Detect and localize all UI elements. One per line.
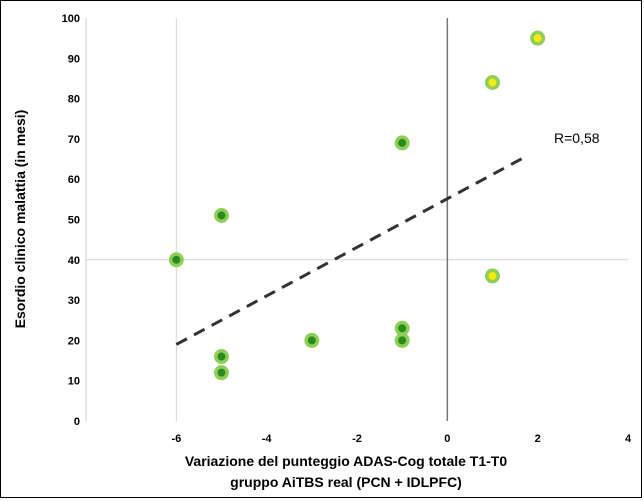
data-point-core	[217, 211, 226, 220]
data-point	[394, 332, 410, 348]
y-tick-label: 70	[68, 134, 80, 146]
data-point	[304, 332, 320, 348]
y-tick-label: 20	[68, 335, 80, 347]
data-point	[485, 74, 500, 90]
axes	[85, 18, 449, 421]
x-tick-label: -2	[352, 433, 362, 445]
x-tick-label: -6	[171, 433, 181, 445]
y-tick-labels: 0 10 20 30 40 50 60 70 80 90 100	[62, 13, 80, 428]
x-tick-label: 0	[444, 433, 450, 445]
correlation-annotation: R=0,58	[554, 130, 600, 146]
trend-line	[175, 153, 530, 346]
data-point	[214, 349, 229, 365]
y-tick-label: 50	[68, 215, 80, 227]
data-point-core	[398, 138, 407, 147]
y-tick-label: 30	[68, 295, 80, 307]
data-point-core	[172, 255, 181, 264]
data-point	[214, 207, 229, 223]
x-tick-label: 2	[535, 433, 541, 445]
y-tick-label: 0	[74, 416, 80, 428]
x-axis-title-line2: gruppo AiTBS real (PCN + IDLPFC)	[230, 474, 462, 490]
data-point-core	[488, 78, 497, 87]
y-tick-label: 40	[68, 255, 80, 267]
data-point	[394, 320, 410, 336]
data-point	[168, 252, 184, 268]
x-axis-title-line1: Variazione del punteggio ADAS-Cog totale…	[185, 453, 507, 469]
x-tick-label: -4	[262, 433, 273, 445]
data-point	[214, 365, 229, 381]
data-point-core	[398, 336, 407, 345]
x-tick-label: 4	[625, 433, 632, 445]
y-tick-label: 80	[68, 94, 80, 106]
data-point-core	[488, 271, 497, 280]
y-tick-label: 100	[62, 13, 80, 25]
data-point	[485, 268, 500, 284]
y-tick-label: 90	[68, 53, 80, 65]
data-points	[168, 30, 546, 381]
data-point-core	[217, 352, 226, 361]
data-point-core	[533, 34, 542, 43]
data-point	[530, 30, 546, 46]
data-point	[394, 135, 410, 151]
y-tick-label: 60	[68, 174, 80, 186]
data-point-core	[307, 336, 316, 345]
y-tick-label: 10	[68, 376, 80, 388]
gridlines	[86, 18, 628, 421]
y-axis-title: Esordio clinico malattia (in mesi)	[12, 110, 28, 329]
x-tick-labels: -6 -4 -2 0 2 4	[171, 433, 631, 445]
data-point-core	[398, 324, 407, 333]
data-point-core	[217, 368, 226, 377]
